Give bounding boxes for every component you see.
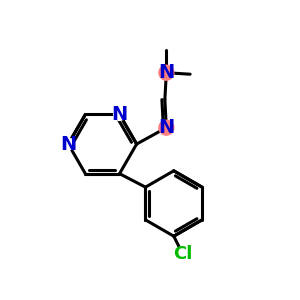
Circle shape — [159, 120, 174, 135]
Text: N: N — [111, 105, 128, 124]
Text: N: N — [60, 135, 76, 154]
Circle shape — [175, 247, 190, 262]
Text: N: N — [158, 118, 175, 137]
Text: Cl: Cl — [173, 245, 192, 263]
Circle shape — [159, 65, 174, 80]
Circle shape — [62, 138, 74, 150]
Circle shape — [114, 109, 125, 120]
Text: N: N — [158, 63, 175, 82]
